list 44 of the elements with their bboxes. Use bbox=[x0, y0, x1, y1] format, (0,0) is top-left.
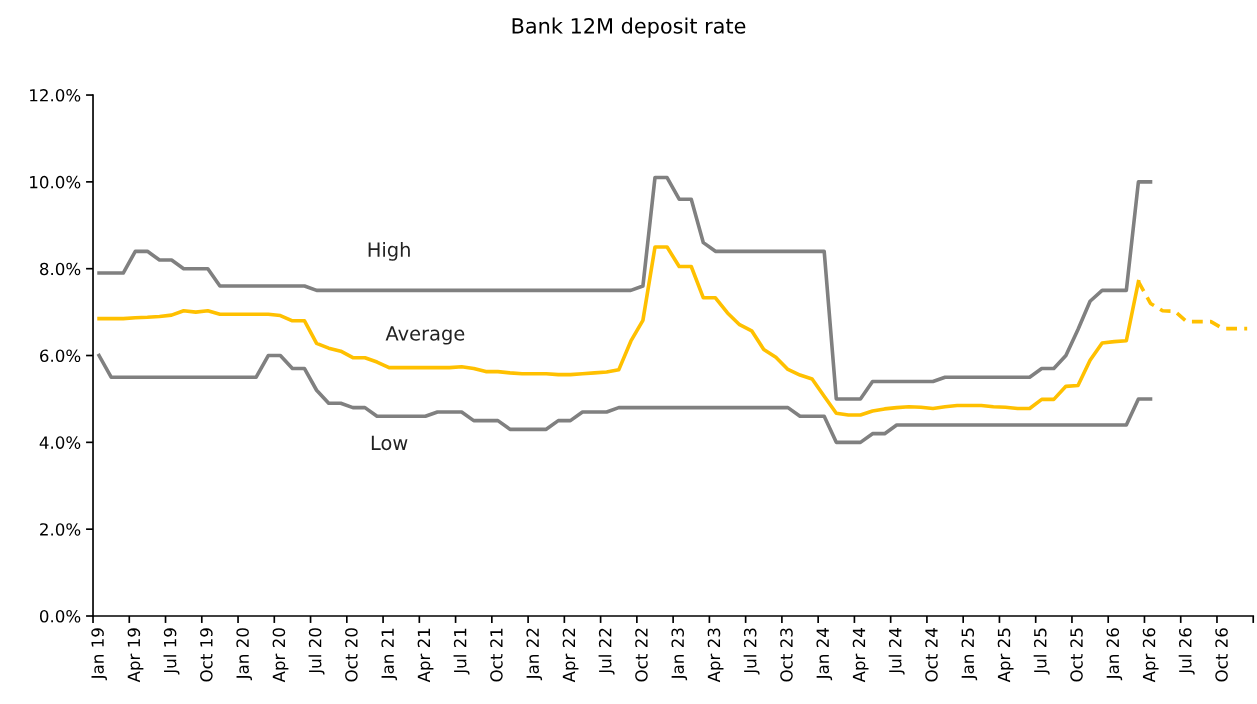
x-tick-label: Oct 25 bbox=[1070, 628, 1083, 682]
x-tick-label: Jul 26 bbox=[1178, 628, 1195, 675]
x-tick-label: Apr 19 bbox=[127, 628, 144, 683]
x-tick-label: Jan 21 bbox=[381, 628, 398, 681]
y-tick-label: 4.0% bbox=[39, 436, 81, 449]
y-tick-label: 10.0% bbox=[30, 175, 81, 189]
x-tick-label: Jul 20 bbox=[308, 628, 325, 675]
x-tick-label: Jul 21 bbox=[453, 628, 470, 675]
x-tick-label: Oct 22 bbox=[635, 628, 648, 682]
x-tick-label: Jul 23 bbox=[743, 628, 760, 675]
x-tick-label: Apr 22 bbox=[562, 628, 579, 683]
x-tick-label: Jul 22 bbox=[598, 628, 615, 675]
x-tick-label: Oct 19 bbox=[200, 628, 213, 682]
series-label: High bbox=[368, 241, 410, 261]
x-tick-label: Oct 26 bbox=[1215, 628, 1228, 682]
x-tick-label: Apr 20 bbox=[272, 628, 289, 683]
x-tick-label: Jan 20 bbox=[236, 628, 253, 681]
series-label: Low bbox=[371, 435, 408, 451]
x-tick-label: Apr 25 bbox=[997, 628, 1014, 683]
x-tick-label: Jan 26 bbox=[1106, 628, 1123, 681]
x-tick-label: Apr 21 bbox=[417, 628, 434, 683]
x-tick-label: Jan 23 bbox=[671, 628, 688, 681]
y-tick-label: 2.0% bbox=[40, 523, 81, 536]
x-tick-label: Oct 20 bbox=[345, 628, 358, 682]
series-label: Average bbox=[385, 326, 465, 345]
y-tick-label: 0.0% bbox=[39, 609, 81, 623]
line-series bbox=[97, 175, 1153, 401]
y-tick-label: 12.0% bbox=[30, 89, 81, 102]
x-tick-label: Oct 23 bbox=[780, 628, 793, 682]
x-tick-label: Jan 22 bbox=[526, 628, 543, 681]
x-tick-label: Jul 24 bbox=[888, 628, 905, 675]
chart-title: Bank 12M deposit rate bbox=[512, 17, 746, 38]
x-tick-label: Jul 19 bbox=[163, 628, 180, 675]
y-tick-label: 8.0% bbox=[40, 262, 81, 276]
x-tick-label: Jan 25 bbox=[961, 628, 978, 681]
x-tick-label: Apr 23 bbox=[707, 628, 724, 683]
x-tick-label: Apr 24 bbox=[852, 628, 869, 683]
x-tick-label: Oct 21 bbox=[490, 628, 503, 682]
x-tick-label: Jan 24 bbox=[816, 628, 833, 681]
x-tick-label: Jul 25 bbox=[1033, 628, 1050, 675]
x-tick-label: Jan 19 bbox=[91, 628, 107, 681]
y-tick-label: 6.0% bbox=[40, 349, 81, 363]
x-tick-label: Apr 26 bbox=[1142, 628, 1159, 683]
x-tick-label: Oct 24 bbox=[925, 628, 938, 682]
